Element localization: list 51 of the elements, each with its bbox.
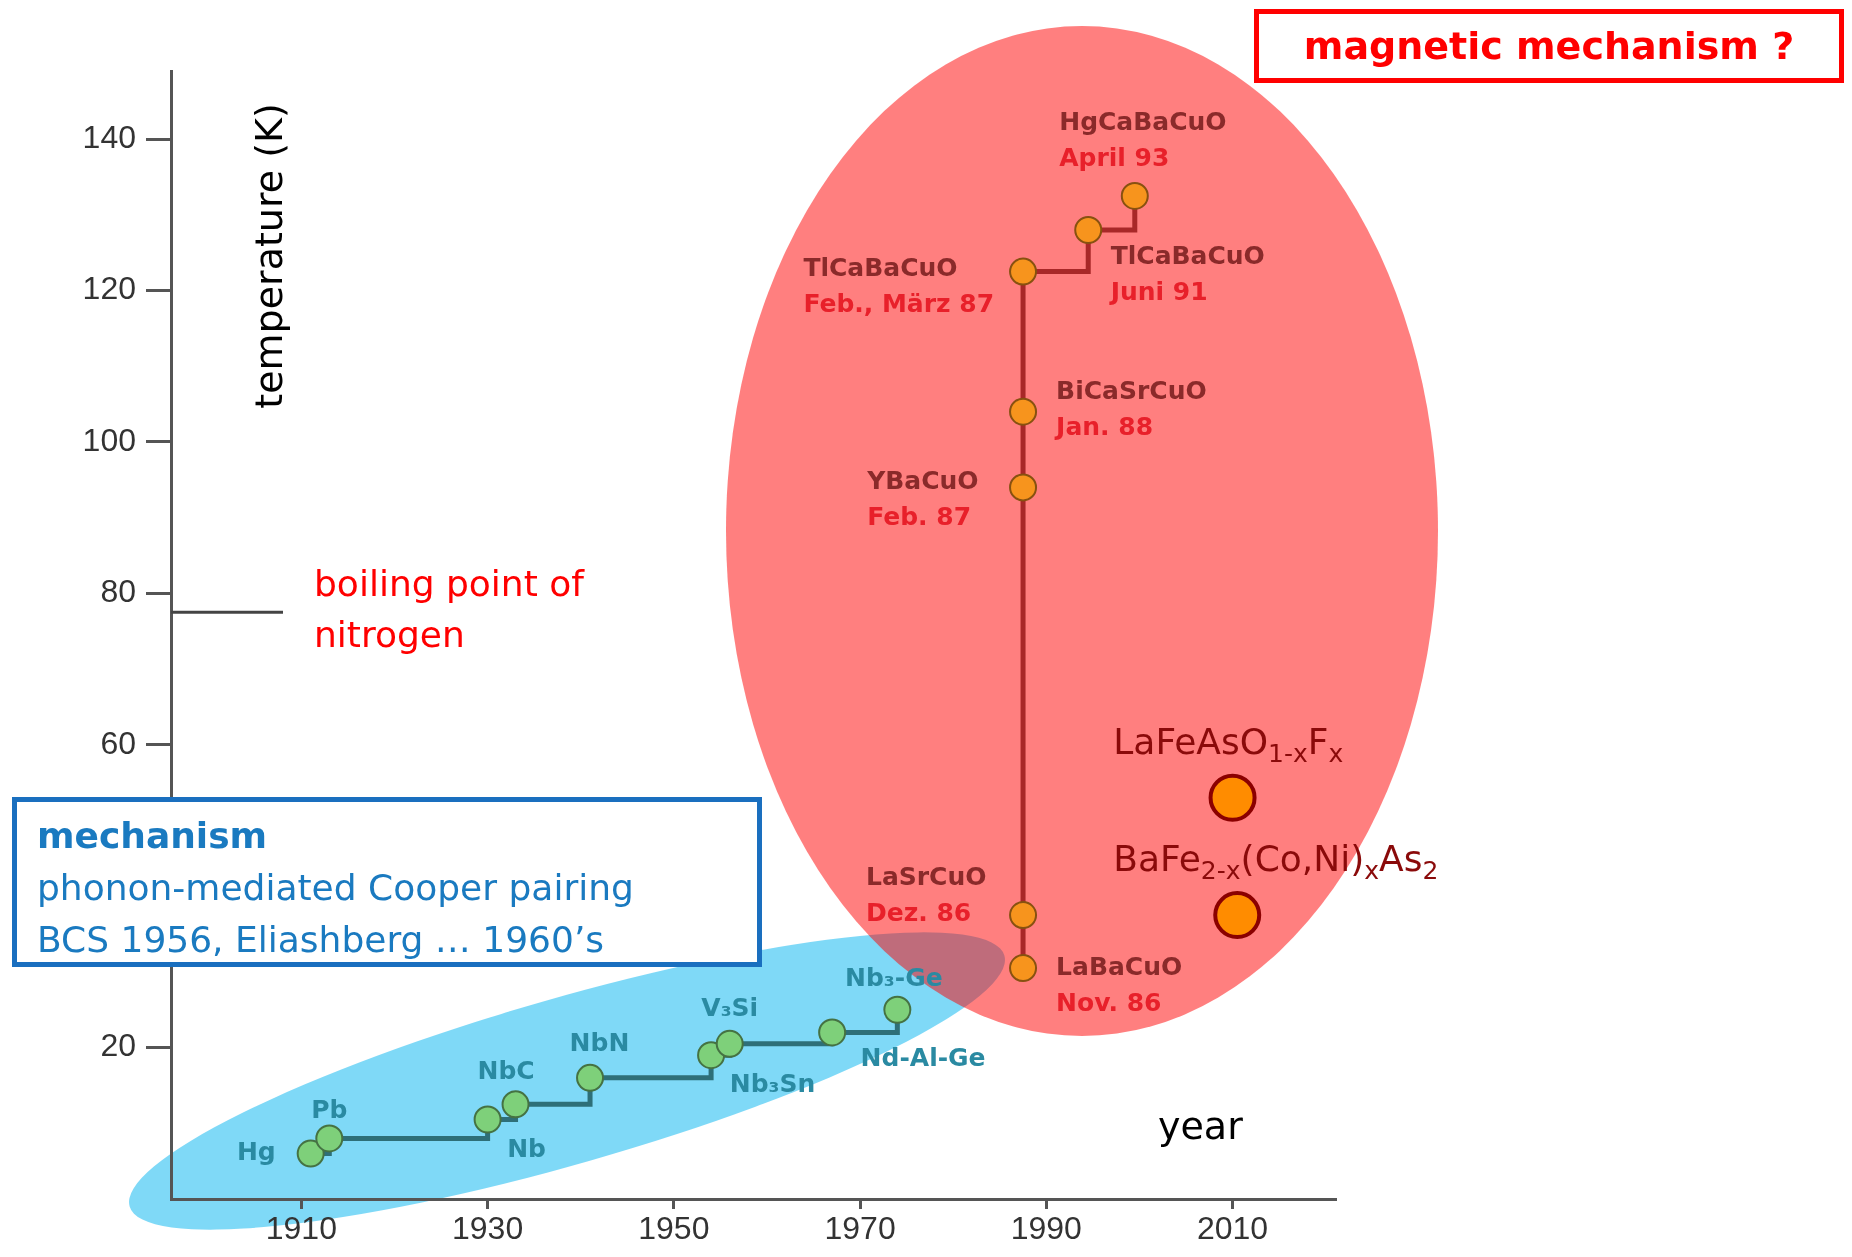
point — [818, 1018, 847, 1047]
x-tick-label: 1930 — [452, 1210, 524, 1247]
annotation: Pb — [311, 1094, 348, 1124]
point — [1009, 954, 1038, 983]
x-tick-label: 2010 — [1196, 1210, 1269, 1247]
point — [1074, 215, 1103, 244]
annotation: V₃Si — [701, 993, 759, 1023]
y-tick-label: 80 — [100, 573, 136, 610]
point — [1009, 397, 1038, 426]
annotation: HgCaBaCuO April 93 — [1059, 107, 1227, 173]
annotation: YBaCuO Feb. 87 — [866, 466, 979, 532]
annotation: Hg — [236, 1137, 276, 1167]
annotation: Nb — [507, 1133, 546, 1163]
annotation: LaSrCuO Dez. 86 — [865, 862, 987, 927]
point — [576, 1063, 605, 1092]
annotation: Nb₃Sn — [729, 1069, 816, 1099]
annotation: NbN — [569, 1028, 630, 1058]
annotation: mechanism — [37, 814, 269, 858]
annotation: Nd-Al-Ge — [860, 1043, 986, 1073]
point — [883, 995, 912, 1024]
ref-line-label: boiling point of nitrogen — [314, 562, 586, 655]
point — [296, 1139, 325, 1168]
y-tick-label: 120 — [82, 270, 136, 307]
point — [501, 1090, 530, 1119]
annotation: NbC — [477, 1055, 535, 1085]
x-tick-label: 1990 — [1010, 1210, 1082, 1247]
text-box: mechanism phonon-mediated Cooper pairing BCS 1956, Eliashberg … 1960’s — [12, 797, 762, 967]
point — [473, 1105, 502, 1134]
point — [715, 1029, 744, 1058]
y-axis-title: temperature (K) — [247, 103, 291, 409]
point — [1213, 891, 1262, 940]
y-tick-label: 20 — [100, 1027, 136, 1064]
point — [315, 1124, 344, 1153]
x-axis-title: year — [1158, 1104, 1243, 1148]
annotation: LaBaCuO Nov. 86 — [1056, 951, 1183, 1017]
text-box: magnetic mechanism ? — [1254, 9, 1844, 83]
annotation: BCS 1956, Eliashberg … 1960’s — [37, 918, 606, 962]
point — [1009, 257, 1038, 286]
annotation: BiCaSrCuO Jan. 88 — [1054, 376, 1207, 442]
annotation: phonon-mediated Cooper pairing — [37, 866, 635, 910]
y-tick-label: 140 — [82, 118, 136, 155]
y-tick-label: 60 — [100, 724, 136, 761]
point — [1208, 773, 1257, 822]
point — [1009, 901, 1038, 930]
annotation: TlCaBaCuO Juni 91 — [1108, 240, 1265, 306]
x-tick-label: 1950 — [638, 1210, 710, 1247]
point — [1009, 473, 1038, 502]
point — [1120, 181, 1149, 210]
annotation: TlCaBaCuO Feb., März 87 — [803, 252, 995, 318]
y-tick-label: 100 — [82, 421, 136, 458]
x-tick-label: 1970 — [824, 1210, 896, 1247]
